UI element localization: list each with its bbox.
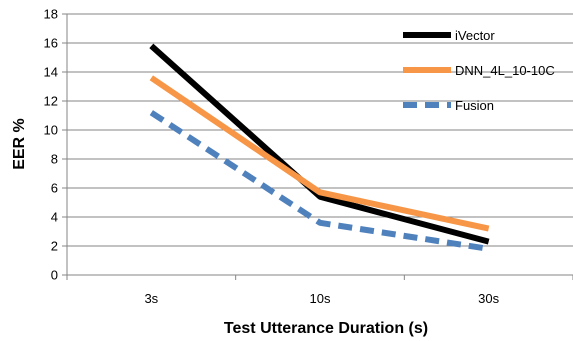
- series-line-ivector: [149, 43, 490, 245]
- x-axis-title: Test Utterance Duration (s): [224, 320, 428, 337]
- y-tick-label: 12: [44, 94, 58, 109]
- x-tick-label: 30s: [478, 291, 499, 306]
- series-line-dnn-4l-10-10c: [149, 75, 490, 232]
- y-tick-label: 10: [44, 123, 58, 138]
- x-axis: 3s 10s 30s: [66, 275, 573, 306]
- x-tick-label: 3s: [144, 291, 158, 306]
- y-tick-label: 2: [51, 239, 58, 254]
- y-tick-label: 16: [44, 36, 58, 51]
- legend-label: iVector: [455, 28, 495, 43]
- y-tick-label: 8: [51, 152, 58, 167]
- y-tick-label: 6: [51, 181, 58, 196]
- legend-label: Fusion: [455, 98, 494, 113]
- y-tick-label: 18: [44, 7, 58, 22]
- legend-label: DNN_4L_10-10C: [455, 63, 555, 78]
- y-axis-title: EER %: [11, 118, 28, 170]
- legend: iVector DNN_4L_10-10C Fusion: [403, 28, 555, 113]
- y-axis: 0 2 4 6 8 10 12 14 16 18: [44, 7, 68, 283]
- series-line-fusion: [149, 110, 490, 252]
- series-lines: [149, 43, 490, 252]
- y-tick-label: 4: [51, 210, 58, 225]
- x-tick-label: 10s: [310, 291, 331, 306]
- y-tick-label: 0: [51, 268, 58, 283]
- y-tick-label: 14: [44, 65, 58, 80]
- grid-lines: [67, 13, 573, 276]
